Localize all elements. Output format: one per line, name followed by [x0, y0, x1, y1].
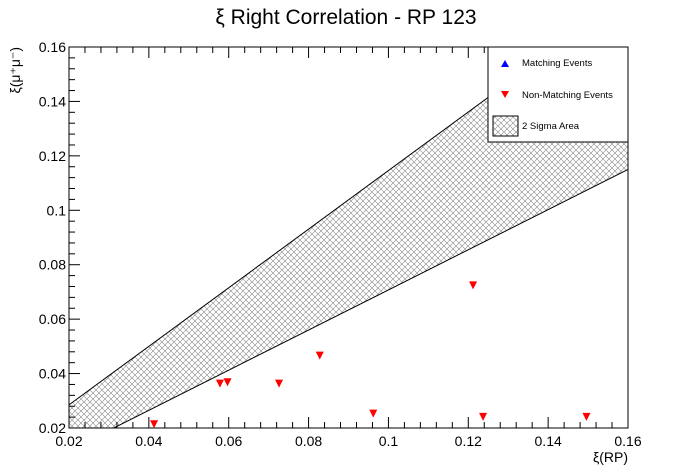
non-matching-event-marker	[479, 412, 488, 421]
non-matching-event-marker	[150, 420, 159, 429]
non-matching-event-marker	[215, 379, 224, 388]
x-axis-title: ξ(RP)	[593, 449, 628, 465]
chart-title: ξ Right Correlation - RP 123	[215, 6, 476, 29]
y-tick-label: 0.1	[47, 202, 67, 218]
sigma-band-lower-edge	[113, 169, 628, 428]
x-tick-label: 0.14	[535, 433, 562, 449]
x-tick-label: 0.12	[455, 433, 482, 449]
non-matching-event-marker	[369, 409, 378, 418]
x-tick-label: 0.1	[379, 433, 399, 449]
plot-frame	[68, 46, 629, 429]
axis-ticks: 0.02 0.04 0.06 0.08 0.1 0.12 0.14 0.16 0.02 0.04 0…	[39, 39, 642, 449]
x-tick-label: 0.06	[215, 433, 242, 449]
non-matching-event-marker	[315, 351, 324, 360]
legend-nonmatching-label: Non-Matching Events	[522, 90, 613, 101]
non-matching-event-marker	[223, 378, 232, 387]
x-tick-label: 0.02	[55, 433, 82, 449]
y-tick-label: 0.02	[39, 420, 66, 436]
y-tick-label: 0.14	[39, 93, 66, 109]
legend: Matching Events Non-Matching Events 2 Si…	[487, 46, 629, 143]
y-tick-label: 0.06	[39, 311, 66, 327]
legend-matching-label: Matching Events	[522, 58, 592, 69]
y-tick-label: 0.16	[39, 39, 66, 55]
legend-nonmatching-marker	[501, 91, 509, 98]
y-tick-label: 0.08	[39, 257, 66, 273]
non-matching-event-marker	[275, 379, 284, 388]
non-matching-event-marker	[582, 412, 591, 421]
x-tick-label: 0.08	[295, 433, 322, 449]
sigma-band-upper-edge	[69, 47, 558, 406]
legend-band-label: 2 Sigma Area	[522, 121, 580, 132]
x-tick-label: 0.16	[614, 433, 641, 449]
y-tick-label: 0.04	[39, 366, 66, 382]
y-axis-title: ξ(μ⁺μ⁻)	[7, 47, 23, 94]
data-markers	[150, 281, 591, 429]
legend-matching-marker	[501, 60, 509, 67]
non-matching-event-marker	[469, 281, 478, 290]
legend-band-swatch	[492, 115, 519, 137]
x-tick-label: 0.04	[135, 433, 162, 449]
y-tick-label: 0.12	[39, 148, 66, 164]
